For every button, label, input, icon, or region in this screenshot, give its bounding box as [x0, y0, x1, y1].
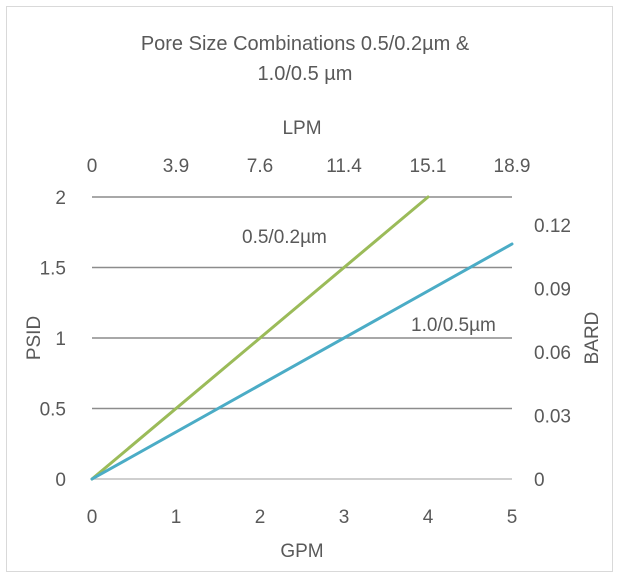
chart-title-line-1: Pore Size Combinations 0.5/0.2µm &: [141, 33, 470, 55]
x2-tick-label: 11.4: [326, 156, 362, 177]
series-label-0: 0.5/0.2µm: [242, 227, 327, 248]
y-tick-label: 0: [55, 470, 66, 491]
x-tick-label: 2: [255, 507, 266, 528]
y-axis-label: PSID: [24, 316, 45, 360]
y2-axis-label: BARD: [582, 312, 603, 365]
x-tick-label: 1: [171, 507, 182, 528]
x-tick-label: 5: [507, 507, 518, 528]
y2-tick-label: 0.03: [534, 407, 571, 428]
y2-tick-label: 0: [534, 470, 545, 491]
series-line-1: [90, 242, 514, 481]
x2-tick-label: 3.9: [163, 156, 189, 177]
y2-tick-label: 0.12: [534, 216, 571, 237]
x2-axis-label: LPM: [282, 118, 321, 139]
x2-tick-label: 18.9: [494, 156, 531, 177]
x-axis-label: GPM: [280, 541, 323, 562]
y-tick-label: 0.5: [40, 400, 66, 421]
x2-tick-label: 7.6: [247, 156, 273, 177]
y2-tick-label: 0.06: [534, 343, 571, 364]
x2-tick-label: 0: [87, 156, 98, 177]
y-tick-label: 1.5: [40, 259, 66, 280]
x-tick-label: 4: [423, 507, 434, 528]
x-tick-label: 3: [339, 507, 350, 528]
series-line-0: [90, 195, 430, 481]
chart-title-line-2: 1.0/0.5 µm: [258, 63, 353, 85]
y-tick-label: 1: [55, 329, 66, 350]
series-label-1: 1.0/0.5µm: [411, 315, 496, 336]
y-tick-label: 2: [55, 188, 66, 209]
chart-frame: [6, 6, 613, 572]
x2-tick-label: 15.1: [410, 156, 447, 177]
y2-tick-label: 0.09: [534, 280, 571, 301]
x-tick-label: 0: [87, 507, 98, 528]
